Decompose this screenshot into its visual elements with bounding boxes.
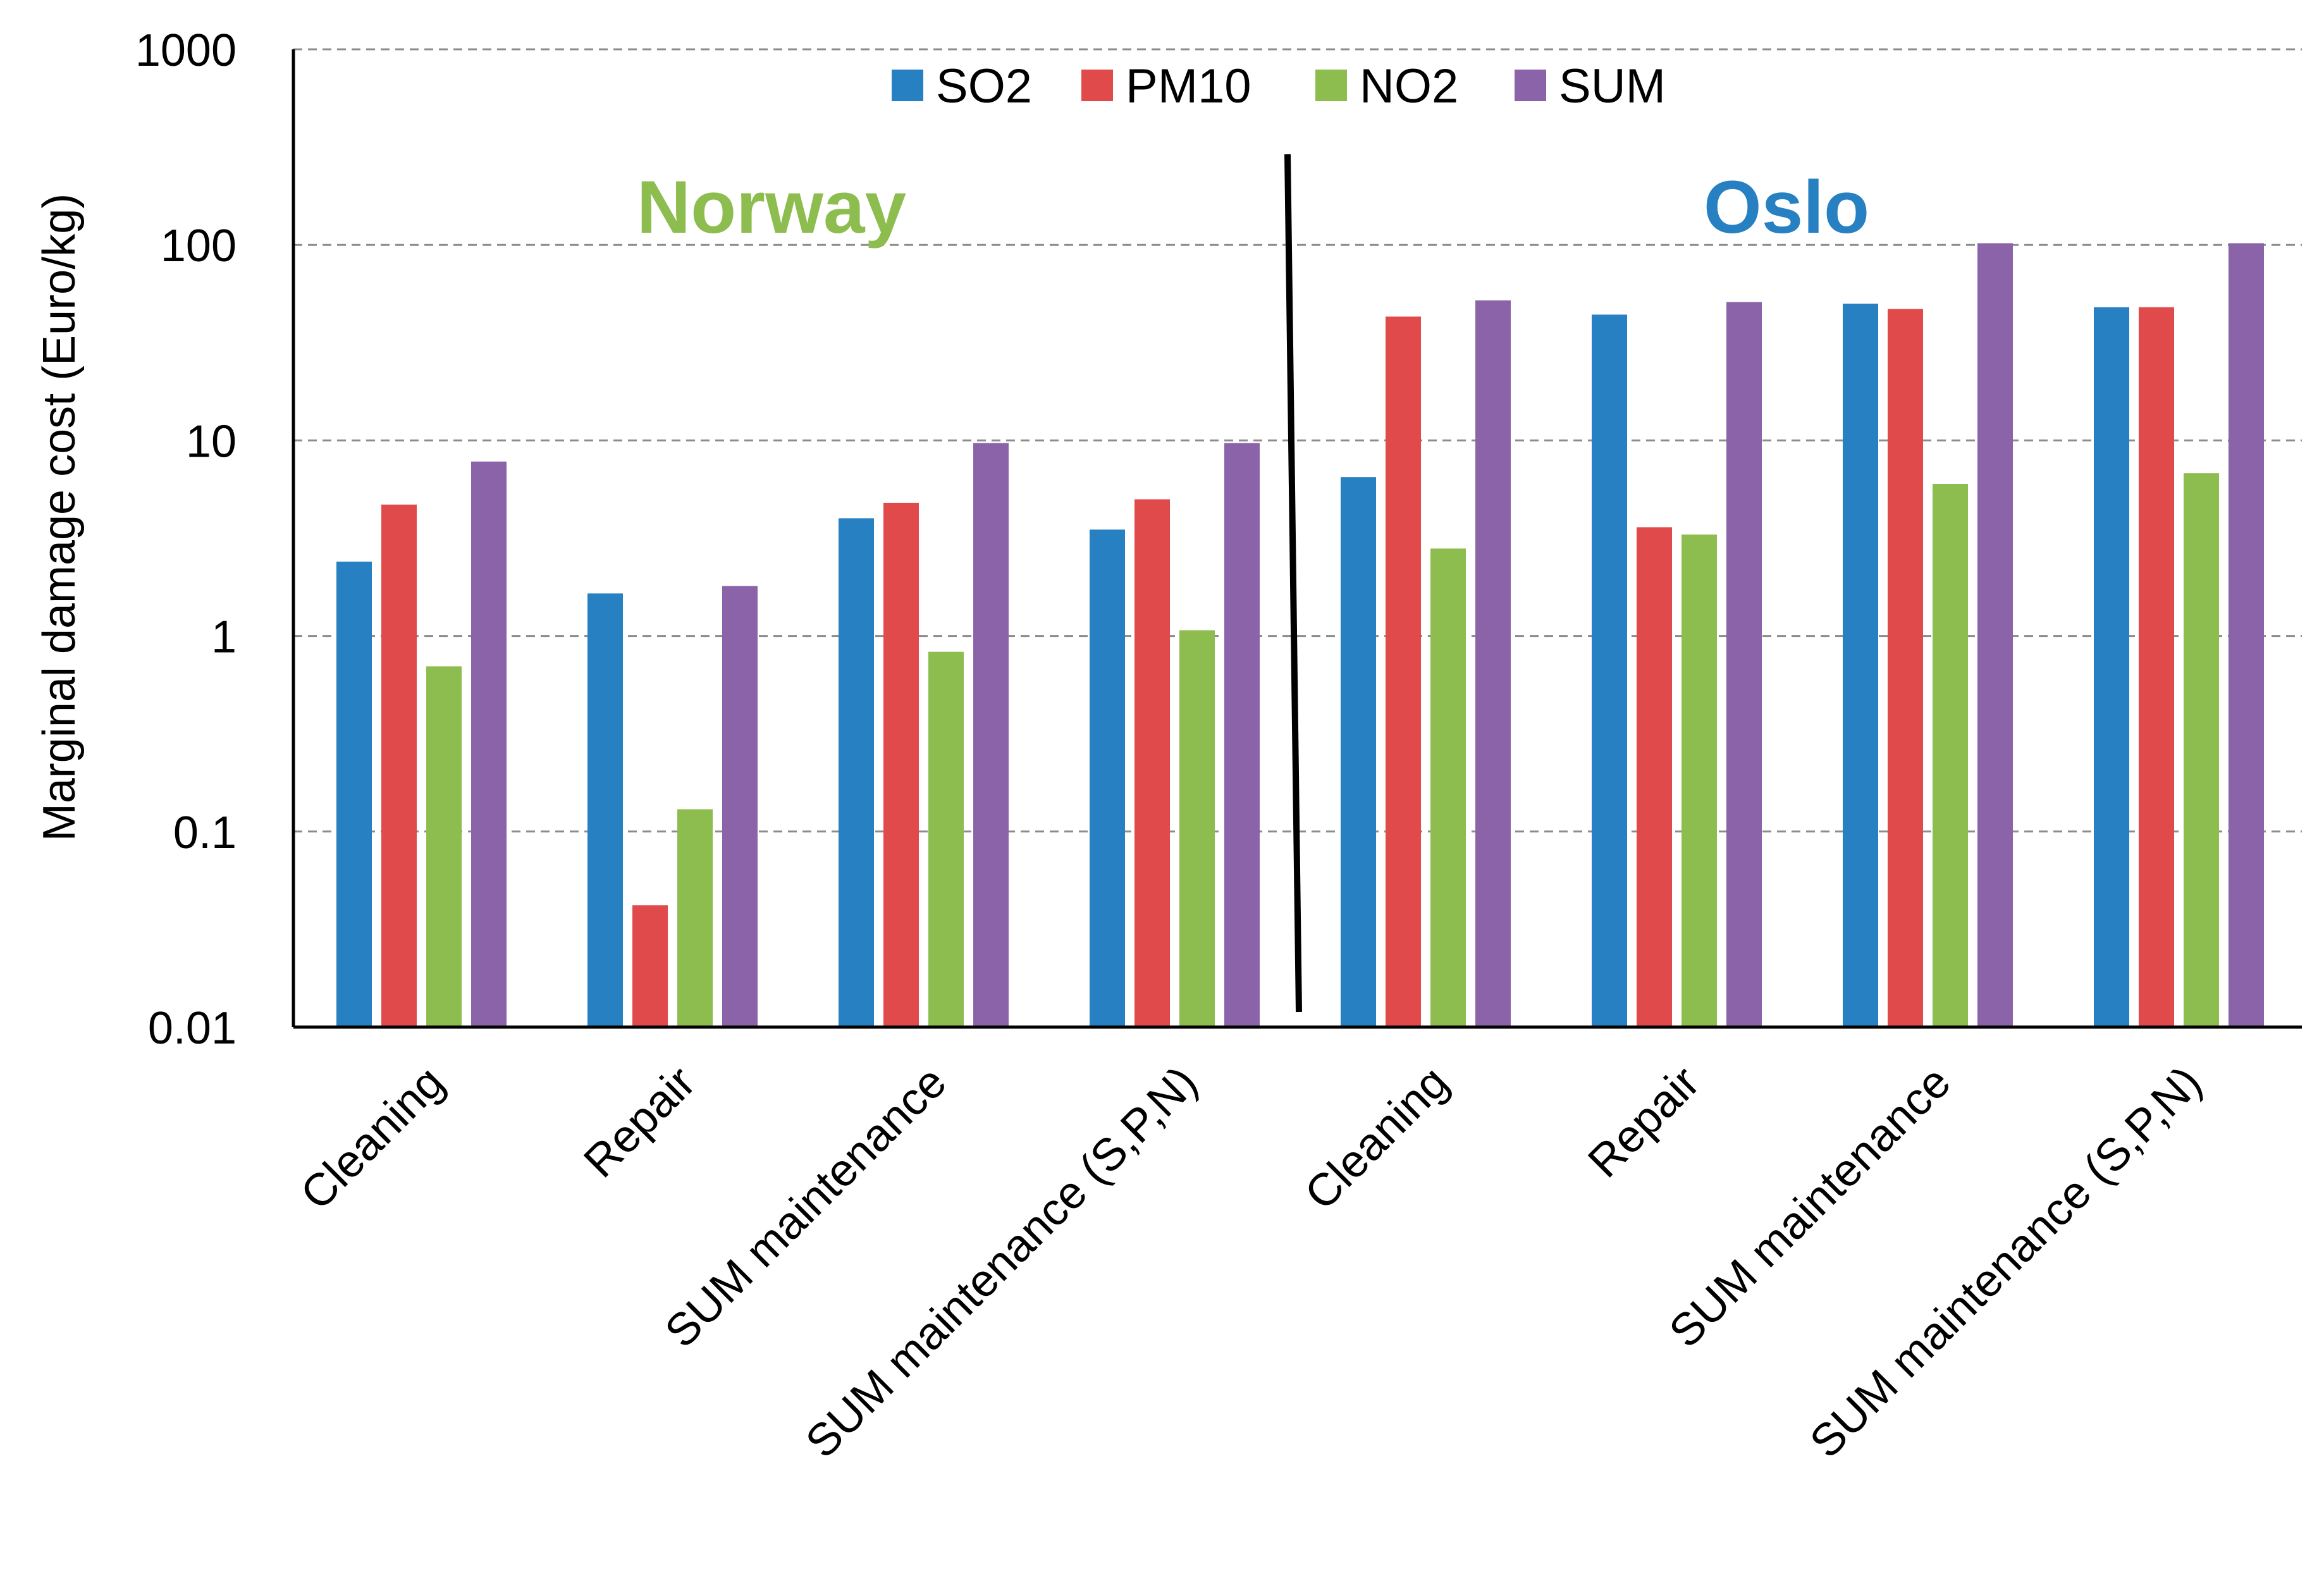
bar-norway-sum-maintenance-s-p-n-pm10 [1134, 499, 1170, 1027]
bar-norway-sum-maintenance-s-p-n-sum [1224, 443, 1260, 1027]
y-tick-label-1000: 1000 [135, 25, 237, 76]
bar-oslo-cleaning-sum [1475, 300, 1511, 1028]
legend-swatch-pm10 [1081, 70, 1113, 101]
bar-norway-repair-pm10 [632, 905, 668, 1027]
bar-norway-repair-so2 [587, 593, 623, 1027]
legend-swatch-no2 [1315, 70, 1347, 101]
bar-oslo-sum-maintenance-so2 [1843, 304, 1878, 1028]
bar-norway-sum-maintenance-s-p-n-so2 [1090, 529, 1125, 1027]
y-tick-label-1: 1 [211, 612, 237, 663]
bar-oslo-sum-maintenance-sum [1977, 243, 2013, 1028]
bar-oslo-sum-maintenance-no2 [1933, 483, 1968, 1027]
bar-oslo-sum-maintenance-s-p-n-no2 [2184, 473, 2219, 1027]
bar-norway-cleaning-pm10 [381, 504, 417, 1027]
bar-norway-repair-no2 [677, 809, 713, 1027]
y-tick-label-0-1: 0.1 [173, 808, 237, 858]
bar-oslo-sum-maintenance-s-p-n-so2 [2094, 307, 2129, 1027]
bars [336, 243, 2264, 1028]
legend-swatch-so2 [892, 70, 923, 101]
bar-oslo-sum-maintenance-s-p-n-sum [2229, 243, 2264, 1028]
region-label-norway: Norway [637, 166, 906, 249]
bar-oslo-repair-pm10 [1637, 527, 1672, 1027]
bar-norway-sum-maintenance-s-p-n-no2 [1179, 630, 1215, 1027]
bar-norway-cleaning-sum [471, 461, 507, 1027]
legend-label-sum: SUM [1559, 59, 1666, 113]
bar-oslo-repair-so2 [1592, 314, 1627, 1027]
legend-label-pm10: PM10 [1126, 59, 1251, 113]
bar-norway-cleaning-no2 [426, 666, 462, 1027]
legend-swatch-sum [1515, 70, 1546, 101]
y-tick-label-0-01: 0.01 [148, 1003, 237, 1054]
bar-norway-sum-maintenance-no2 [928, 651, 964, 1027]
y-tick-labels: 0.01 0.1 1 10 100 1000 [135, 25, 237, 1054]
bar-oslo-repair-sum [1726, 302, 1762, 1028]
bar-norway-repair-sum [722, 586, 758, 1027]
bar-norway-sum-maintenance-so2 [839, 518, 874, 1027]
bar-oslo-repair-no2 [1682, 534, 1717, 1027]
bar-norway-sum-maintenance-sum [973, 443, 1009, 1027]
y-tick-label-100: 100 [161, 221, 237, 271]
region-divider-line [1284, 154, 1302, 1013]
bar-oslo-sum-maintenance-pm10 [1888, 309, 1923, 1027]
y-tick-label-10: 10 [186, 416, 237, 467]
bar-norway-sum-maintenance-pm10 [883, 502, 919, 1027]
region-label-oslo: Oslo [1704, 166, 1869, 249]
legend: SO2 PM10 NO2 SUM [892, 59, 1666, 113]
y-axis-title: Marginal damage cost (Euro/kg) [34, 194, 85, 841]
bar-oslo-cleaning-no2 [1430, 548, 1466, 1027]
bar-oslo-cleaning-pm10 [1386, 316, 1421, 1028]
bar-oslo-cleaning-so2 [1341, 477, 1376, 1027]
bar-norway-cleaning-so2 [336, 562, 372, 1027]
legend-label-no2: NO2 [1360, 59, 1458, 113]
legend-label-so2: SO2 [936, 59, 1032, 113]
bar-oslo-sum-maintenance-s-p-n-pm10 [2139, 307, 2174, 1027]
